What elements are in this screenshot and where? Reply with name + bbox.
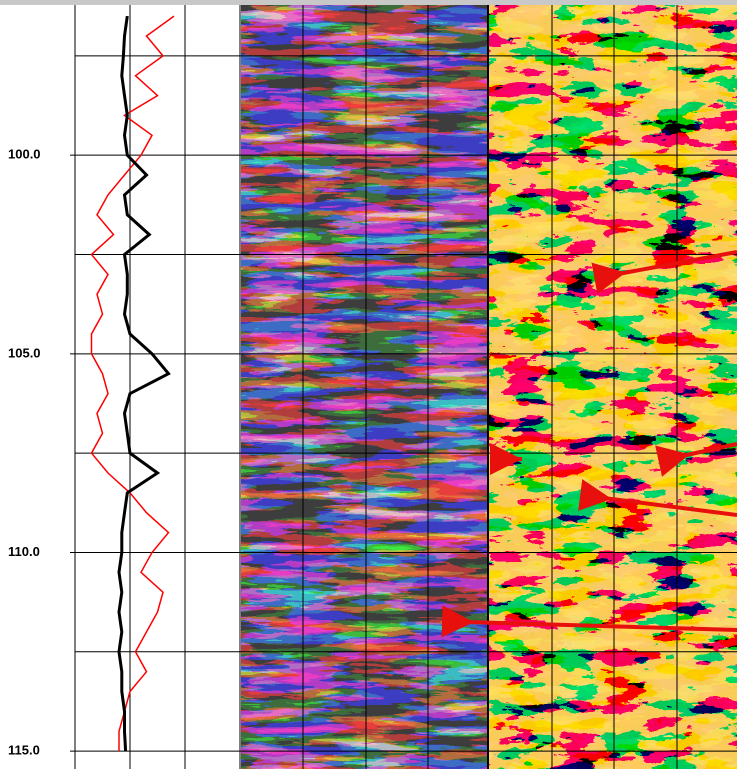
- y-tick-label: 105.0: [8, 345, 41, 360]
- track-lines: [74, 5, 678, 769]
- y-tick-label: 110.0: [8, 544, 40, 559]
- processed-image: [489, 5, 737, 769]
- arrows: [441, 250, 737, 638]
- y-tick-label: 115.0: [8, 743, 40, 758]
- log-curve: [117, 15, 171, 752]
- log-curve: [90, 15, 175, 752]
- curves: [90, 15, 175, 752]
- resistivity-image: [241, 5, 488, 769]
- y-tick-label: 100.0: [8, 147, 41, 162]
- grid: 100.0 105.0 110.0 115.0: [8, 5, 737, 769]
- top-bar: [0, 0, 737, 5]
